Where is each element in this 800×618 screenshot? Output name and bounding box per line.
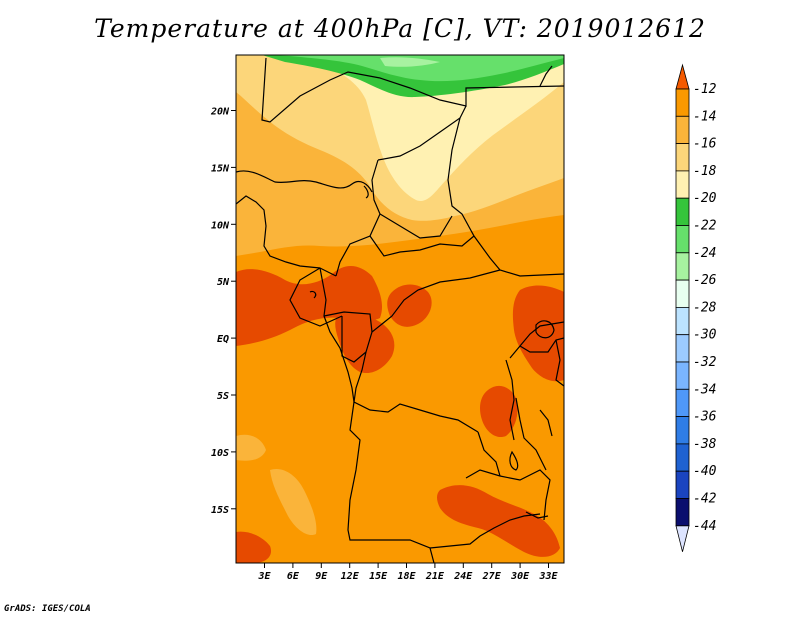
map-frame (235, 54, 565, 564)
colorbar-label: -16 (693, 137, 717, 152)
warm-patch-congo (387, 284, 432, 327)
cool-patch-atlantic (270, 468, 317, 536)
band-minus28 (380, 57, 440, 67)
colorbar-swatch (675, 88, 690, 117)
lakes (309, 185, 555, 519)
lat-tick-label: 20N (210, 107, 230, 118)
warm-patch-sw (236, 531, 272, 563)
colorbar-label: -38 (693, 437, 717, 452)
grads-credit: GrADS: IGES/COLA (4, 604, 91, 614)
colorbar-swatch (675, 279, 690, 308)
colorbar-label: -14 (693, 109, 716, 124)
colorbar-swatch (675, 306, 690, 336)
temperature-field (236, 55, 564, 563)
colorbar-label: -22 (693, 219, 717, 234)
colorbar-swatch (675, 443, 690, 472)
warm-patch-east (512, 285, 564, 382)
colorbar-label: -36 (693, 410, 717, 425)
warm-patch-lakes (480, 385, 518, 438)
coastline (236, 195, 355, 403)
colorbar-swatch (675, 225, 690, 254)
country-borders (236, 57, 564, 563)
colorbar-top-arrow (675, 63, 690, 90)
colorbar-label: -18 (693, 164, 717, 179)
colorbar-label: -28 (693, 300, 717, 315)
lat-tick-label: 15N (211, 163, 230, 174)
lon-tick-label: 21E (425, 571, 445, 582)
page-title: Temperature at 400hPa [C], VT: 201901261… (94, 14, 706, 43)
colorbar-label: -20 (693, 191, 717, 206)
colorbar-swatch (675, 334, 690, 363)
colorbar-swatch (675, 197, 690, 226)
lon-tick-label: 12E (341, 571, 360, 582)
colorbar-label: -34 (693, 382, 716, 397)
lon-tick-label: 30E (510, 571, 530, 582)
colorbar-bottom-arrow (675, 525, 690, 552)
warm-patch-south (437, 485, 560, 557)
latitude-axis: 20N 15N 10N 5N EQ 5S 10S 15S (210, 107, 236, 516)
colorbar-label: -30 (693, 328, 717, 343)
lat-tick-label: 5N (217, 277, 230, 288)
lon-tick-label: 6E (287, 571, 300, 582)
lat-tick-label: 10S (211, 448, 229, 459)
warm-patch-west (236, 265, 383, 346)
colorbar-label: -42 (693, 492, 717, 507)
lon-tick-label: 9E (315, 571, 328, 582)
colorbar-swatch (675, 470, 690, 499)
lon-tick-label: 33E (538, 571, 558, 582)
lon-tick-label: 27E (482, 571, 502, 582)
cool-patch-atlantic2 (236, 434, 266, 461)
lat-tick-label: EQ (217, 334, 229, 345)
colorbar-label: -12 (693, 82, 717, 97)
colorbar-label: -32 (693, 355, 717, 370)
colorbar-swatch (675, 361, 690, 390)
colorbar-swatch (675, 388, 690, 417)
band-minus20 (300, 55, 564, 201)
lon-tick-label: 24E (453, 571, 473, 582)
lon-tick-label: 15E (369, 571, 388, 582)
colorbar-label: -44 (693, 519, 716, 534)
colorbar-label: -26 (693, 273, 717, 288)
lat-tick-label: 10N (211, 220, 230, 231)
lat-tick-label: 5S (217, 391, 229, 402)
colorbar-swatch (675, 143, 690, 172)
lon-tick-label: 3E (257, 571, 271, 582)
colorbar-label: -40 (693, 464, 717, 479)
band-minus26 (270, 55, 564, 82)
colorbar-label: -24 (693, 246, 716, 261)
colorbar: -12 -14 -16 -18 -20 -22 -24 -26 -28 -30 -32 -34 -36 -… (675, 63, 717, 552)
lon-tick-label: 18E (397, 571, 416, 582)
colorbar-swatch (675, 170, 690, 199)
lat-tick-label: 15S (211, 505, 229, 516)
longitude-axis: 3E 6E 9E 12E 15E 18E 21E 24E 27E 30E 33E (257, 563, 559, 582)
colorbar-swatch (675, 416, 690, 445)
colorbar-swatch (675, 252, 690, 281)
colorbar-swatch (675, 498, 690, 527)
colorbar-swatch (675, 115, 690, 145)
